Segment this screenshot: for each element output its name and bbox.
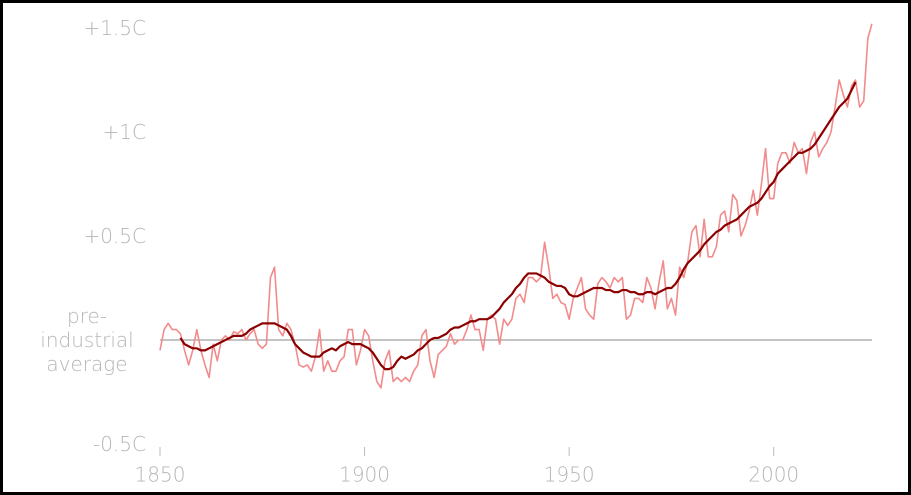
temperature-line: [179, 81, 857, 371]
x-tick-label: 1900: [339, 463, 390, 487]
y-tick-label: +1C: [102, 120, 146, 144]
y-tick-label: -0.5C: [93, 432, 146, 456]
x-tick-label: 1950: [544, 463, 595, 487]
y-tick-label: pre-industrial average: [40, 304, 134, 376]
x-tick-label: 2000: [748, 463, 799, 487]
y-tick-label: +0.5C: [83, 224, 146, 248]
y-tick-label: +1.5C: [83, 16, 146, 40]
temperature-line: [159, 23, 873, 389]
x-tick-label: 1850: [135, 463, 186, 487]
